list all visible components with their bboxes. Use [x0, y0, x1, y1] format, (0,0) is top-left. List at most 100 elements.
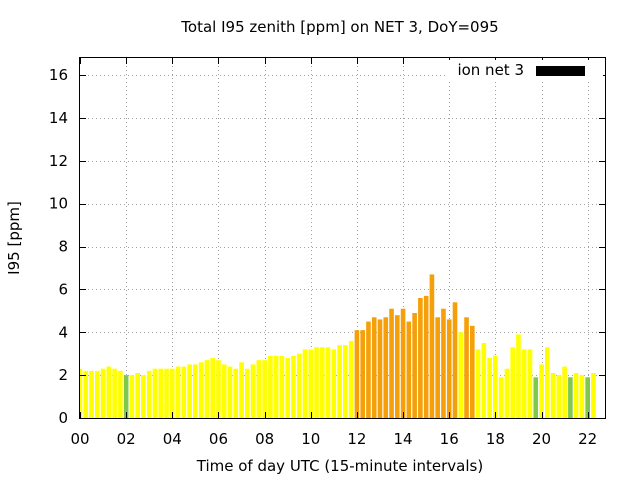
bar	[539, 364, 544, 418]
bar	[262, 360, 267, 418]
bar	[112, 368, 117, 418]
bar	[308, 349, 314, 418]
x-tick-label: 06	[209, 430, 228, 448]
y-tick-label: 14	[49, 109, 68, 127]
bar	[118, 370, 123, 418]
bar	[279, 355, 285, 418]
bar	[383, 317, 389, 418]
bar	[354, 330, 360, 418]
bar	[377, 319, 383, 418]
bar	[273, 355, 279, 418]
bar	[429, 274, 435, 418]
bar	[550, 373, 556, 418]
bar	[366, 321, 371, 418]
bar	[204, 360, 210, 418]
bar	[285, 358, 290, 418]
bar	[527, 349, 533, 418]
bar	[516, 334, 521, 418]
bar	[89, 370, 94, 418]
bar	[123, 375, 129, 418]
bar	[256, 360, 262, 418]
bar	[423, 295, 429, 418]
bar	[314, 347, 319, 418]
x-tick-label: 10	[301, 430, 320, 448]
y-tick-labels: 0 2 4 6 8 10 12 14 16	[49, 66, 68, 427]
bar	[458, 332, 464, 418]
bar	[187, 364, 192, 418]
bar	[210, 358, 215, 418]
bar	[487, 358, 492, 418]
bar	[268, 355, 273, 418]
bar	[481, 343, 487, 418]
bar	[296, 353, 302, 418]
bar	[250, 364, 256, 418]
bar	[464, 317, 469, 418]
bar	[568, 377, 573, 418]
grid-lines	[80, 58, 605, 418]
bar	[100, 368, 106, 418]
y-tick-label: 0	[58, 409, 68, 427]
y-tick-label: 10	[49, 195, 68, 213]
bar	[193, 364, 198, 418]
bar	[343, 345, 348, 418]
bar	[106, 366, 112, 418]
x-axis-label: Time of day UTC (15-minute intervals)	[196, 457, 483, 475]
y-tick-label: 2	[58, 366, 68, 384]
x-tick-label: 12	[347, 430, 366, 448]
bar	[418, 298, 423, 418]
y-tick-label: 6	[58, 280, 68, 298]
bar	[591, 373, 596, 418]
x-tick-label: 16	[440, 430, 459, 448]
bar	[164, 368, 169, 418]
bar	[406, 321, 412, 418]
bar	[337, 345, 342, 418]
bar	[170, 368, 175, 418]
bar	[545, 347, 550, 418]
bar	[83, 370, 89, 418]
bar	[325, 347, 331, 418]
bar	[446, 319, 452, 418]
bar	[579, 375, 585, 418]
x-tick-label: 22	[578, 430, 597, 448]
bar	[452, 302, 458, 418]
bar	[395, 315, 400, 418]
bar	[435, 317, 440, 418]
bar	[135, 373, 140, 418]
x-tick-labels: 00 02 04 06 08 10 12 14 16 18 20 22	[70, 430, 597, 448]
bar	[221, 364, 227, 418]
x-tick-label: 18	[486, 430, 505, 448]
bar	[302, 349, 308, 418]
bar	[331, 349, 337, 418]
x-tick-label: 14	[394, 430, 413, 448]
bar	[227, 366, 233, 418]
bar	[129, 375, 135, 418]
legend-swatch	[536, 66, 585, 76]
bar	[198, 362, 204, 418]
x-tick-label: 20	[532, 430, 551, 448]
bar	[585, 377, 590, 418]
legend: ion net 3	[445, 60, 603, 80]
legend-label: ion net 3	[457, 61, 524, 79]
bar	[504, 368, 510, 418]
bar	[80, 368, 83, 418]
y-tick-label: 8	[58, 238, 68, 256]
y-axis-label: I95 [ppm]	[5, 201, 23, 275]
y-tick-label: 4	[58, 323, 68, 341]
bar	[181, 366, 187, 418]
bar	[95, 370, 100, 418]
bar	[562, 366, 567, 418]
bars	[80, 274, 596, 418]
bar	[475, 349, 481, 418]
bar	[521, 349, 527, 418]
bar	[371, 317, 377, 418]
bar	[400, 308, 406, 418]
bar	[533, 377, 539, 418]
bar	[239, 362, 244, 418]
bar	[389, 308, 394, 418]
bar	[320, 347, 325, 418]
bar	[470, 325, 475, 418]
bar	[245, 368, 250, 418]
bar	[412, 313, 417, 418]
plot-frame	[79, 57, 606, 419]
